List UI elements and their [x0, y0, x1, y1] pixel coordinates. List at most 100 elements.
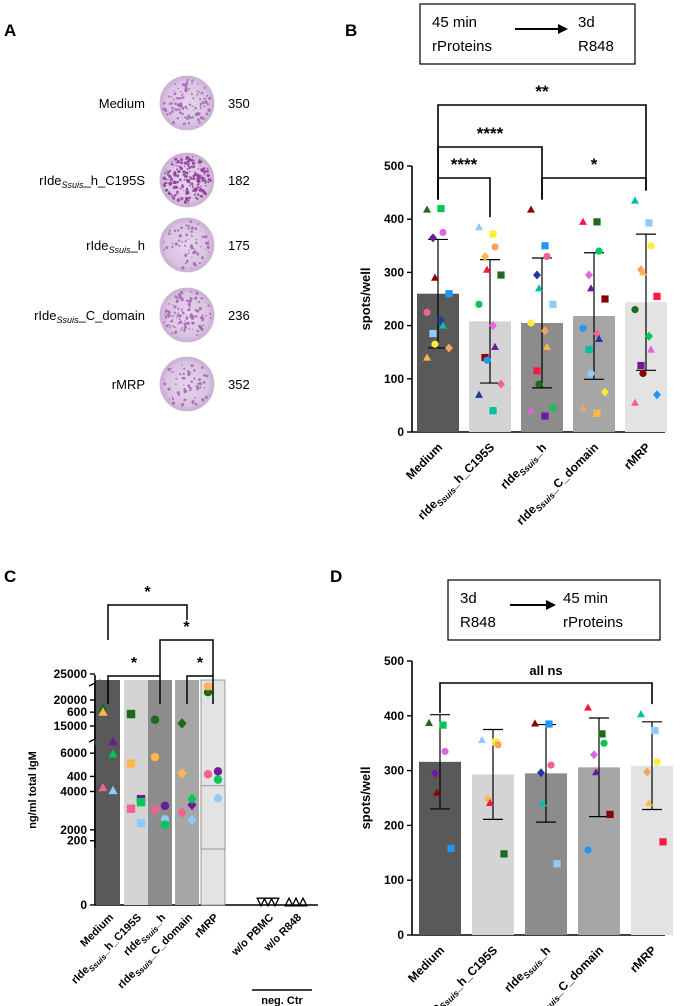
elispot-spot [208, 240, 210, 242]
elispot-spot [198, 159, 201, 162]
data-point [598, 730, 606, 738]
data-point [647, 242, 655, 250]
elispot-spot [176, 314, 180, 317]
elispot-spot [203, 86, 206, 89]
y-tick-label: 400 [384, 212, 404, 226]
elispot-spot [184, 87, 188, 91]
elispot-spot [200, 328, 204, 331]
elispot-spot [195, 241, 198, 245]
elispot-spot [180, 161, 184, 165]
data-point [177, 807, 187, 818]
elispot-spot [185, 224, 189, 227]
bar [175, 818, 199, 849]
x-category-label: Medium [403, 440, 445, 482]
elispot-spot [183, 329, 186, 333]
data-point [203, 688, 213, 697]
elispot-spot [198, 378, 201, 382]
elispot-spot [169, 320, 172, 323]
data-point [647, 345, 655, 353]
data-point [549, 403, 557, 413]
data-point [489, 407, 497, 415]
data-point [645, 331, 653, 341]
data-point [549, 300, 557, 308]
elispot-spot [200, 168, 204, 172]
elispot-spot [180, 179, 182, 182]
elispot-spot [190, 230, 193, 233]
elispot-spot [204, 235, 208, 239]
elispot-spot [206, 167, 209, 170]
elispot-spot [177, 307, 180, 310]
data-point [213, 767, 223, 776]
elispot-spot [185, 80, 189, 83]
elispot-spot [180, 291, 184, 295]
data-point [256, 897, 266, 908]
elispot-spot [209, 317, 212, 320]
elispot-spot [198, 188, 202, 192]
category-main-text: rMRP [192, 912, 221, 941]
elispot-spot [183, 116, 186, 119]
data-point [475, 223, 483, 231]
elispot-spot [167, 387, 171, 391]
data-point [483, 265, 491, 273]
elispot-spot [186, 315, 188, 317]
elispot-spot [194, 296, 198, 300]
elispot-spot [207, 304, 210, 307]
elispot-spot [181, 327, 184, 330]
elispot-spot [182, 122, 186, 126]
elispot-spot [197, 382, 200, 385]
elispot-spot [190, 316, 195, 321]
elispot-spot [183, 387, 187, 391]
data-point [429, 233, 437, 243]
elispot-spot [168, 316, 170, 318]
protocol-box-b: 45 min rProteins 3d R848 [419, 3, 636, 65]
elispot-spot [191, 79, 194, 82]
elispot-spot [179, 373, 182, 376]
elispot-spot [173, 98, 175, 100]
elispot-spot [179, 111, 182, 115]
y-tick-label: 200 [67, 834, 87, 848]
elispot-spot [180, 167, 184, 171]
data-point [595, 247, 603, 255]
data-point [298, 896, 308, 907]
elispot-spot [165, 246, 169, 250]
category-main-text: rMRP [627, 943, 659, 975]
elispot-spot [197, 179, 201, 183]
elispot-spot [168, 309, 170, 312]
data-point [494, 741, 502, 749]
data-point [584, 846, 592, 854]
data-point [429, 329, 437, 338]
elispot-spot [187, 163, 190, 166]
data-point [579, 217, 587, 225]
elispot-spot [184, 175, 188, 179]
data-point [423, 205, 431, 213]
elispot-spot [179, 156, 182, 158]
elispot-spot [171, 121, 175, 124]
elispot-spot [206, 173, 210, 178]
protocol-b-left-top: 45 min [432, 14, 477, 31]
elispot-spot [198, 186, 200, 189]
data-point [535, 284, 543, 292]
elispot-spot [191, 256, 193, 259]
bar [148, 680, 172, 905]
data-point [643, 767, 651, 777]
elispot-spot [191, 105, 194, 107]
data-point [531, 719, 539, 727]
panel-letter-a: A [4, 21, 16, 40]
elispot-spot [177, 229, 180, 232]
elispot-spot [188, 299, 192, 303]
elispot-spot [188, 170, 191, 173]
well-label-main: rMRP [112, 377, 145, 392]
elispot-spot [207, 251, 210, 253]
protocol-b-right-bottom: R848 [578, 38, 614, 55]
data-point [639, 268, 647, 276]
well-label-main: rIde [86, 238, 108, 253]
elispot-spot [177, 293, 181, 296]
elispot-spot [189, 158, 191, 160]
data-point [579, 324, 587, 332]
elispot-spot [168, 103, 170, 105]
arrowhead-icon [558, 24, 568, 34]
elispot-spot [167, 170, 170, 174]
well-count: 352 [228, 377, 250, 392]
elispot-spot [187, 238, 189, 240]
